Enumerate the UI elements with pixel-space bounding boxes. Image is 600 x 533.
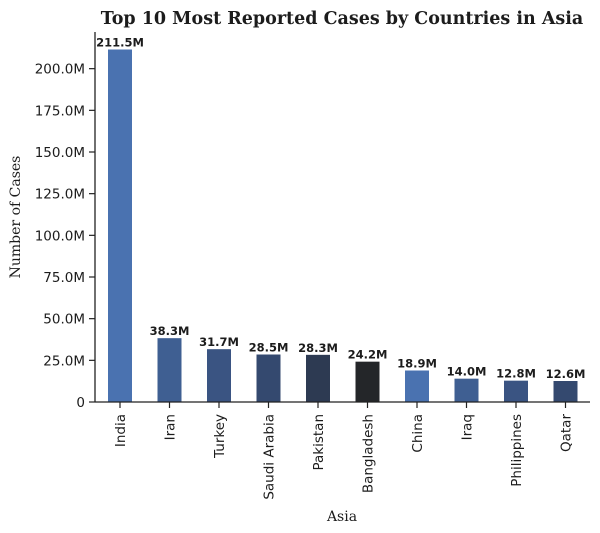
bars-group — [108, 49, 578, 402]
y-tick-label: 100.0M — [35, 228, 85, 244]
y-tick-label: 150.0M — [35, 145, 85, 161]
x-tick-label: Saudi Arabia — [262, 414, 278, 500]
x-axis-title: Asia — [326, 509, 357, 525]
bar-value-label: 12.6M — [546, 367, 586, 381]
bar — [157, 338, 182, 402]
bar — [306, 354, 330, 402]
bar — [504, 380, 528, 402]
x-tick-label: Bangladesh — [361, 414, 377, 493]
bar — [256, 354, 281, 402]
chart-title: Top 10 Most Reported Cases by Countries … — [101, 9, 584, 29]
y-tick-label: 75.0M — [43, 270, 85, 286]
bar-value-label: 12.8M — [496, 367, 536, 381]
y-tick-label: 125.0M — [35, 187, 85, 203]
bar-value-label: 24.2M — [348, 348, 388, 362]
x-tick-label: Philippines — [509, 414, 525, 487]
y-tick-label: 50.0M — [43, 312, 85, 328]
x-axis: India Iran Turkey Saudi Arabia Pakistan Bangl… — [113, 402, 575, 500]
bar — [553, 381, 578, 402]
x-tick-label: Iraq — [460, 414, 476, 440]
bar — [454, 378, 479, 402]
bar — [405, 370, 429, 402]
bar-value-label: 28.5M — [249, 341, 289, 355]
bar — [207, 349, 231, 402]
bar — [108, 49, 132, 402]
x-tick-label: Iran — [163, 414, 179, 440]
bar-value-label: 28.3M — [298, 341, 338, 355]
y-tick-label: 25.0M — [43, 353, 85, 369]
y-tick-label: 0 — [76, 395, 85, 411]
bar-value-label: 211.5M — [96, 36, 144, 50]
y-tick-label: 175.0M — [35, 103, 85, 119]
bar-value-label: 14.0M — [447, 365, 487, 379]
y-axis-title: Number of Cases — [8, 156, 24, 279]
data-labels-group: 211.5M 38.3M 31.7M 28.5M 28.3M 24.2M 18.9M 14.0… — [96, 36, 585, 382]
x-tick-label: China — [410, 414, 426, 453]
bar-value-label: 18.9M — [397, 357, 437, 371]
bar-value-label: 31.7M — [199, 335, 239, 349]
x-tick-label: Qatar — [559, 414, 575, 452]
bar-value-label: 38.3M — [150, 324, 190, 338]
y-axis: 0 25.0M 50.0M 75.0M 100.0M 125.0M 150.0M 175.0M… — [35, 62, 95, 411]
x-tick-label: Turkey — [212, 414, 228, 459]
y-tick-label: 200.0M — [35, 62, 85, 78]
x-tick-label: Pakistan — [311, 414, 327, 471]
bar — [355, 361, 380, 402]
x-tick-label: India — [113, 414, 129, 447]
